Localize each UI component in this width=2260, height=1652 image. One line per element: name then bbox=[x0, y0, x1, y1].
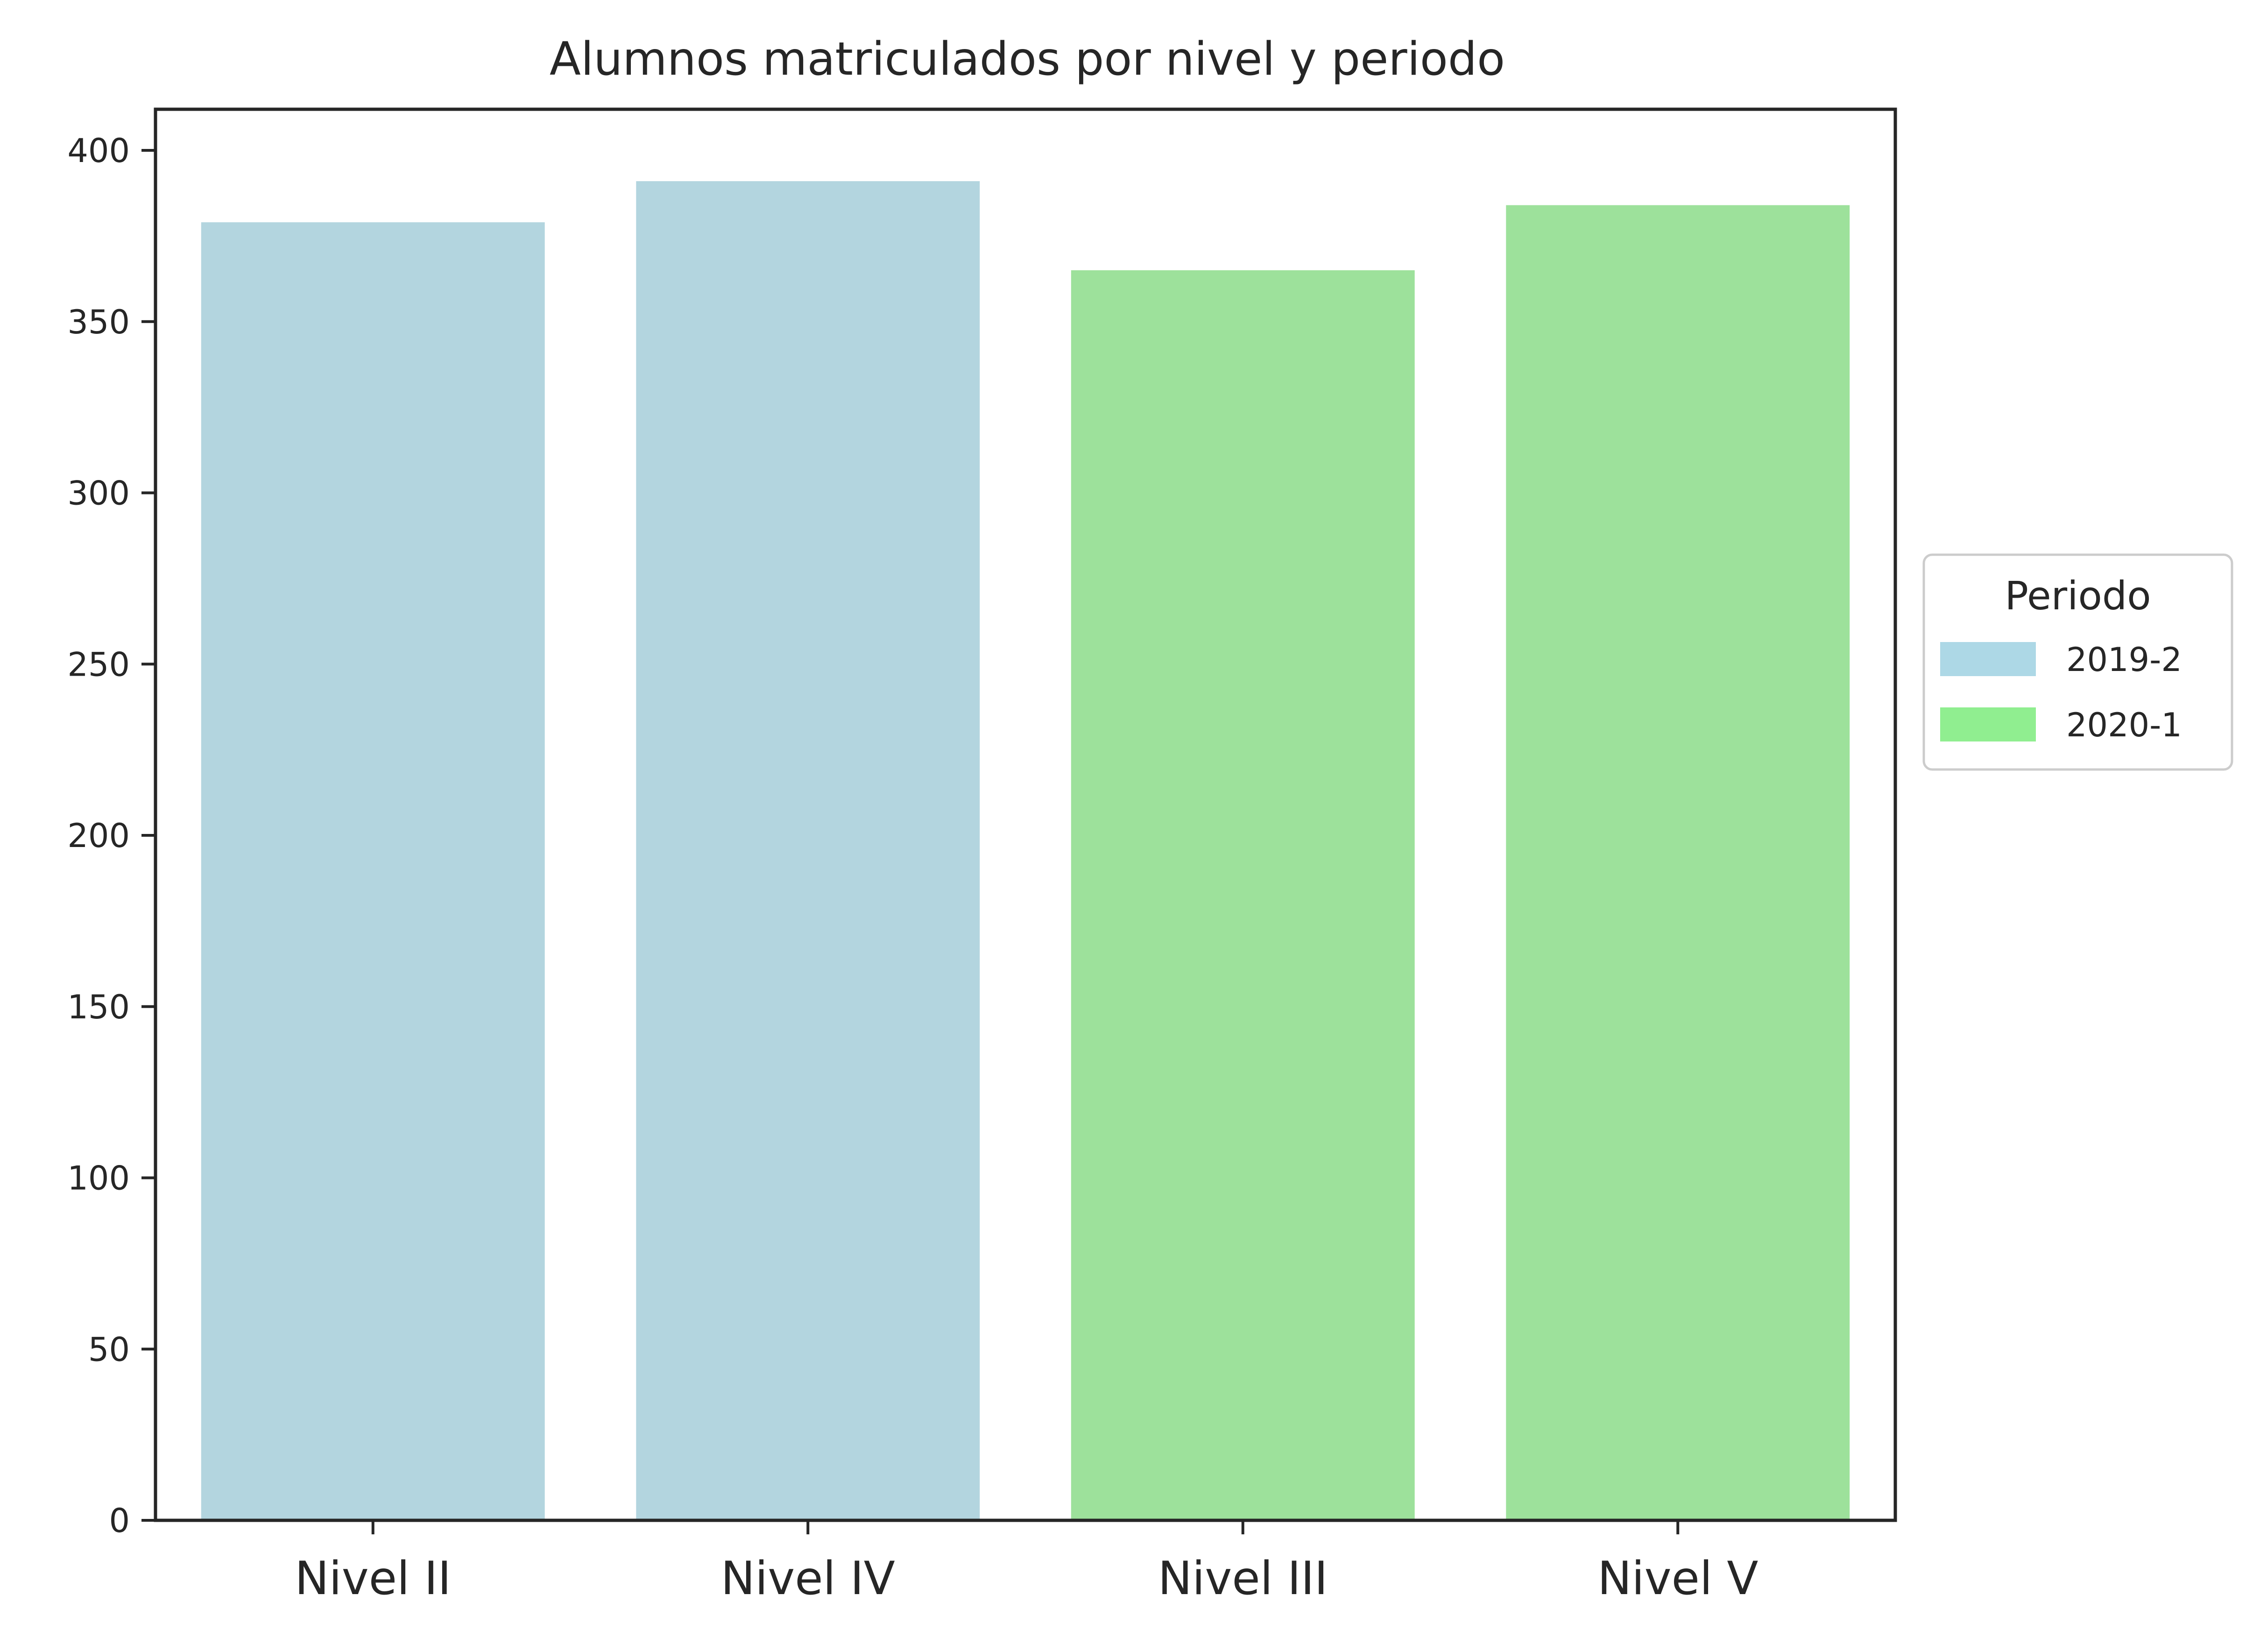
y-tick-label: 100 bbox=[67, 1159, 130, 1198]
legend-swatch-2019-2 bbox=[1940, 642, 2036, 676]
legend-label-2020-1: 2020-1 bbox=[2066, 706, 2182, 744]
y-tick-label: 300 bbox=[67, 474, 130, 513]
legend-swatch-2020-1 bbox=[1940, 707, 2036, 741]
y-tick-label: 250 bbox=[67, 645, 130, 684]
x-tick-label: Nivel V bbox=[1597, 1552, 1758, 1605]
legend-title: Periodo bbox=[2005, 573, 2151, 619]
y-tick-label: 400 bbox=[67, 132, 130, 170]
y-tick-label: 150 bbox=[67, 988, 130, 1026]
y-tick-label: 50 bbox=[88, 1330, 130, 1369]
x-tick-label: Nivel II bbox=[295, 1552, 451, 1605]
x-tick-label: Nivel IV bbox=[721, 1552, 895, 1605]
x-tick-label: Nivel III bbox=[1158, 1552, 1328, 1605]
y-tick-label: 200 bbox=[67, 817, 130, 855]
y-tick-label: 350 bbox=[67, 303, 130, 341]
y-axis: 0 50 100 150 200 250 300 350 400 bbox=[67, 132, 155, 1540]
chart-title: Alumnos matriculados por nivel y periodo bbox=[550, 33, 1505, 86]
bar-nivel-iv bbox=[636, 181, 980, 1521]
y-tick-label: 0 bbox=[109, 1502, 130, 1540]
bar-nivel-ii bbox=[201, 222, 545, 1520]
plot-area bbox=[201, 181, 1850, 1521]
legend: Periodo 2019-2 2020-1 bbox=[1922, 553, 2233, 771]
bar-nivel-v bbox=[1506, 205, 1850, 1520]
plot-frame bbox=[154, 107, 1897, 1522]
x-axis: Nivel II Nivel IV Nivel III Nivel V bbox=[295, 1520, 1758, 1605]
legend-label-2019-2: 2019-2 bbox=[2066, 641, 2182, 679]
bar-nivel-iii bbox=[1071, 270, 1415, 1521]
